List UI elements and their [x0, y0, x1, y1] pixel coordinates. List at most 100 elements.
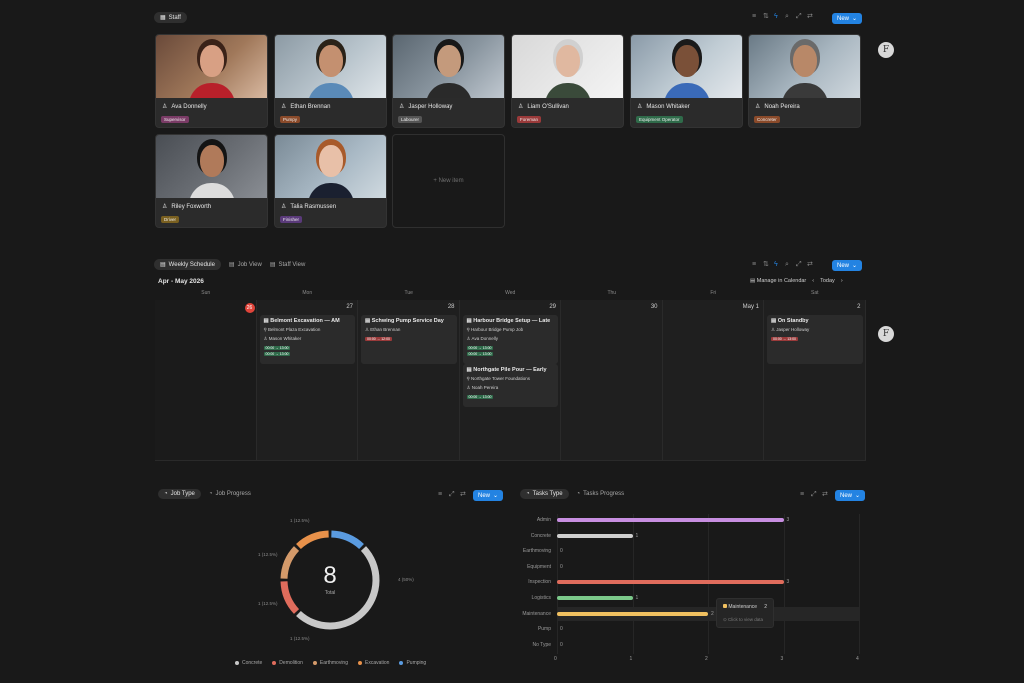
donut-slice-concrete[interactable] [296, 546, 380, 630]
role-tag: Supervisor [161, 116, 189, 123]
donut-slice-excavation[interactable] [296, 530, 329, 550]
slice-label: 1 (12.5%) [290, 518, 310, 523]
day-cell[interactable] [662, 300, 764, 461]
staff-name: ♙ Ethan Brennan [281, 103, 331, 111]
tooltip-hint[interactable]: ⊙ Click to view data [723, 617, 764, 622]
bar-tooltip: Maintenance 2 ⊙ Click to view data [716, 598, 774, 628]
tab-tasks-type[interactable]: ◔ Tasks Type [520, 489, 569, 499]
filter-icon[interactable]: ≡ [438, 491, 443, 498]
user-avatar[interactable]: F [878, 42, 894, 58]
event-title: ▤ Harbour Bridge Setup — Late [466, 318, 551, 324]
calendar-event[interactable]: ▤ Northgate Pile Pour — Early ⚲ Northgate… [462, 364, 558, 407]
staff-photo [393, 35, 504, 98]
donut-slice-earthmoving[interactable] [280, 546, 300, 579]
tab-job-type[interactable]: ◔ Job Type [158, 489, 201, 499]
prev-icon[interactable]: ‹ [812, 278, 815, 284]
staff-card[interactable]: ♙ Noah Pereira Concreter [748, 34, 861, 128]
sort-icon[interactable]: ⇅ [763, 261, 769, 268]
expand-icon[interactable]: ⤢ [796, 13, 802, 20]
donut-slice-pumping[interactable] [331, 530, 364, 550]
settings-icon[interactable]: ⇄ [822, 491, 828, 498]
staff-photo [512, 35, 623, 98]
event-time: 00:00 → 13:00 [466, 395, 494, 399]
tab-tasks-progress[interactable]: ◔ Tasks Progress [576, 491, 625, 497]
calendar-icon: ▤ [160, 262, 166, 268]
filter-icon[interactable]: ≡ [752, 13, 757, 20]
chevron-down-icon: ⌄ [493, 493, 499, 499]
bar-logistics[interactable] [557, 596, 633, 600]
legend-item[interactable]: Pumping [399, 660, 426, 666]
filter-icon[interactable]: ≡ [800, 491, 805, 498]
bar-admin[interactable] [557, 518, 784, 522]
tab-job-progress[interactable]: ◔ Job Progress [208, 491, 251, 497]
gridline [557, 514, 558, 654]
staff-new-button[interactable]: New ⌄ [832, 13, 863, 24]
event-time: 00:00 → 13:00 [263, 346, 291, 350]
calendar-event[interactable]: ▤ Harbour Bridge Setup — Late ⚲ Harbour B… [462, 315, 558, 364]
slice-label: 4 (50%) [398, 577, 414, 582]
new-item-button[interactable]: + New item [392, 134, 505, 228]
bolt-icon[interactable]: ϟ [774, 13, 778, 20]
settings-icon[interactable]: ⇄ [807, 13, 813, 20]
day-cell[interactable] [561, 300, 663, 461]
legend-item[interactable]: Concrete [235, 660, 262, 666]
job-chart-new-button[interactable]: New ⌄ [473, 490, 504, 501]
expand-icon[interactable]: ⤢ [811, 491, 817, 498]
day-number: 27 [346, 304, 353, 310]
staff-photo [275, 135, 386, 198]
bar-maintenance[interactable] [557, 611, 708, 616]
bar-inspection[interactable] [557, 580, 784, 585]
task-chart-tabs: ◔ Tasks Type ◔ Tasks Progress [520, 489, 624, 499]
staff-card[interactable]: ♙ Riley Foxworth Driver [155, 134, 268, 228]
tab-staff-view[interactable]: ▤ Staff View [269, 261, 306, 269]
staff-card[interactable]: ♙ Ava Donnelly Supervisor [155, 34, 268, 128]
day-header: Fri [710, 290, 717, 296]
expand-icon[interactable]: ⤢ [449, 491, 455, 498]
tab-weekly-schedule[interactable]: ▤ Weekly Schedule [154, 259, 221, 270]
settings-icon[interactable]: ⇄ [460, 491, 466, 498]
tab-job-view[interactable]: ▤ Job View [228, 261, 262, 269]
person-icon: ♙ [281, 104, 287, 110]
filter-icon[interactable]: ≡ [752, 261, 757, 268]
role-tag: Concreter [754, 116, 780, 123]
legend-item[interactable]: Excavation [358, 660, 389, 666]
staff-card[interactable]: ♙ Mason Whitaker Equipment Operator [630, 34, 743, 128]
event-job: ⚲ Northgate Tower Foundations [466, 376, 531, 381]
calendar-event[interactable]: ▤ Belmont Excavation — AM ⚲ Belmont Plaza… [259, 315, 355, 364]
bar-category-label: Logistics [531, 595, 551, 601]
chart-icon: ◔ [164, 491, 168, 497]
staff-photo [749, 35, 860, 98]
day-header: Sun [201, 290, 211, 296]
calendar-event[interactable]: ▤ On Standby ♙ Jasper Holloway 00:00 → 13:… [767, 315, 863, 364]
staff-view-tab[interactable]: ▦ Staff [154, 12, 187, 23]
settings-icon[interactable]: ⇄ [807, 261, 813, 268]
role-tag: Finisher [280, 216, 303, 223]
manage-calendar-button[interactable]: ▤ Manage in Calendar [750, 278, 807, 284]
day-cell[interactable] [155, 300, 257, 461]
staff-card[interactable]: ♙ Liam O'Sullivan Foreman [511, 34, 624, 128]
x-tick: 3 [780, 656, 784, 662]
schedule-new-button[interactable]: New ⌄ [832, 260, 863, 271]
calendar-event[interactable]: ▤ Schwing Pump Service Day ♙ Ethan Brenna… [361, 315, 457, 364]
search-icon[interactable]: ⌕ [785, 13, 789, 20]
user-avatar[interactable]: F [878, 326, 894, 342]
donut-slice-demolition[interactable] [280, 581, 300, 614]
next-icon[interactable]: › [840, 278, 843, 284]
person-icon: ♙ [162, 104, 168, 110]
today-button[interactable]: Today [820, 278, 835, 284]
staff-card[interactable]: ♙ Ethan Brennan Pumpy [274, 34, 387, 128]
staff-card[interactable]: ♙ Talia Rasmussen Finisher [274, 134, 387, 228]
search-icon[interactable]: ⌕ [785, 261, 789, 268]
event-time: 00:00 → 12:00 [365, 337, 392, 341]
sort-icon[interactable]: ⇅ [763, 13, 769, 20]
task-chart-new-button[interactable]: New ⌄ [835, 490, 866, 501]
staff-card[interactable]: ♙ Jasper Holloway Labourer [392, 34, 505, 128]
expand-icon[interactable]: ⤢ [796, 261, 802, 268]
legend-item[interactable]: Earthmoving [312, 660, 348, 666]
legend-item[interactable]: Demolition [272, 660, 303, 666]
schedule-tabs: ▤ Weekly Schedule ▤ Job View ▤ Staff View [154, 259, 305, 270]
bolt-icon[interactable]: ϟ [774, 261, 778, 268]
bar-concrete[interactable] [557, 533, 633, 538]
chart-icon: ◔ [576, 491, 581, 497]
person-icon: ♙ [755, 104, 761, 110]
